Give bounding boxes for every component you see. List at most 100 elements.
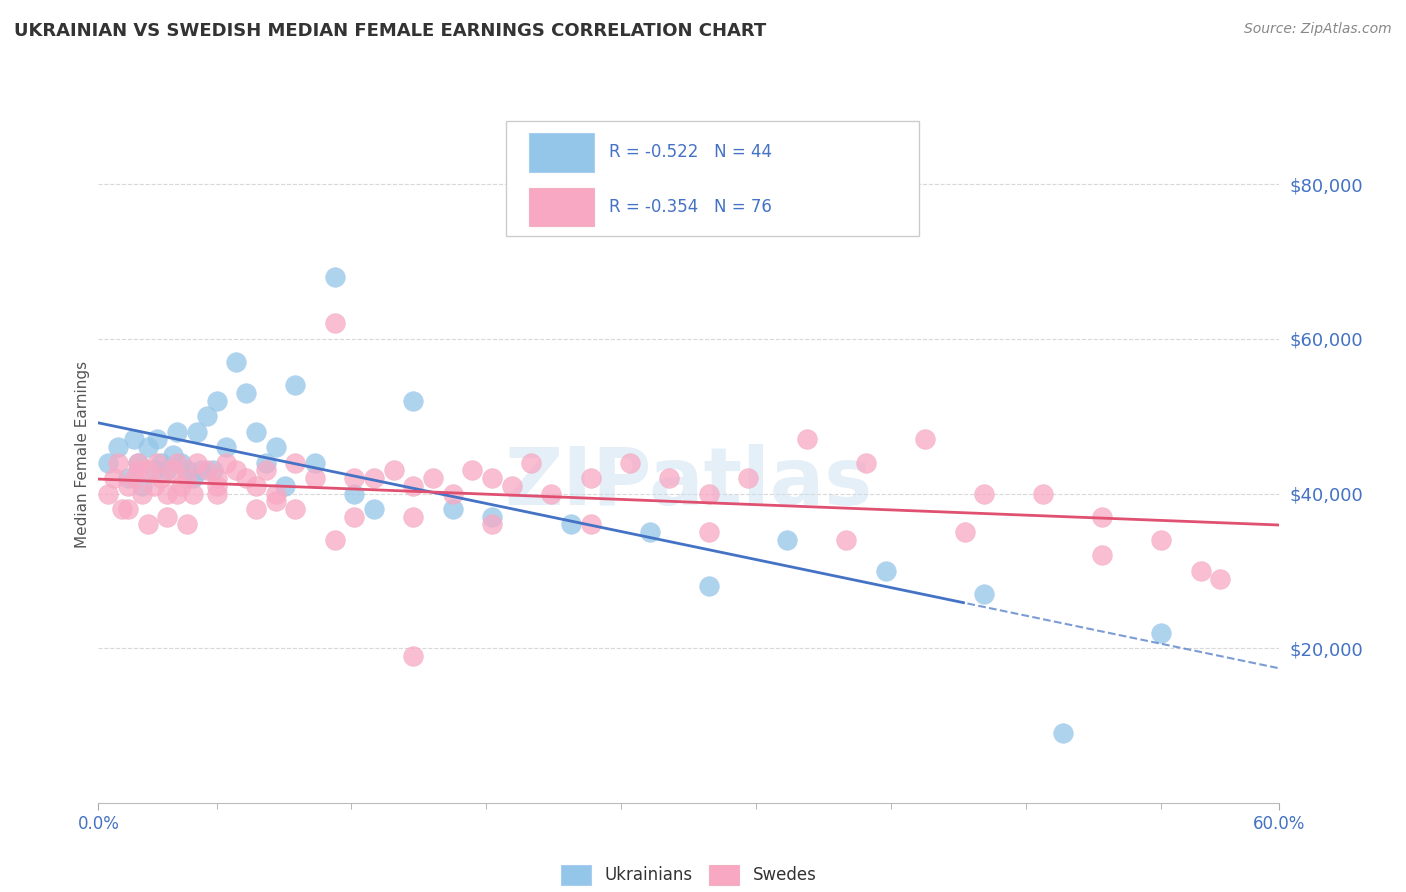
Point [201,463,224,477]
Point [97,486,120,500]
Point [382,463,405,477]
Point [127,456,149,470]
Point [363,502,385,516]
Point [117,502,139,516]
Point [402,648,425,663]
Point [481,517,503,532]
Point [127,456,149,470]
Point [122,433,145,447]
Point [195,463,218,477]
Point [697,525,720,540]
Point [205,393,228,408]
Point [402,479,425,493]
Point [501,479,523,493]
Point [579,517,602,532]
Point [1052,726,1074,740]
Point [1091,549,1114,563]
Point [274,479,297,493]
Point [1032,486,1054,500]
Point [176,463,198,477]
Text: UKRAINIAN VS SWEDISH MEDIAN FEMALE EARNINGS CORRELATION CHART: UKRAINIAN VS SWEDISH MEDIAN FEMALE EARNI… [14,22,766,40]
Point [107,440,129,454]
Point [441,486,464,500]
Point [107,456,129,470]
Point [323,317,346,331]
Point [166,456,188,470]
Point [855,456,877,470]
Point [343,486,366,500]
Point [225,463,247,477]
Point [697,486,720,500]
Point [1150,533,1173,547]
Point [284,378,307,392]
Point [245,479,267,493]
Point [697,579,720,593]
Point [245,502,267,516]
Point [737,471,759,485]
Point [363,471,385,485]
Bar [530,134,595,172]
Point [1091,509,1114,524]
Point [973,587,995,601]
Point [245,425,267,439]
Point [205,486,228,500]
Point [162,463,184,477]
Point [156,509,179,524]
Point [190,463,212,477]
Text: R = -0.354   N = 76: R = -0.354 N = 76 [609,197,772,216]
Point [181,486,204,500]
Point [186,456,208,470]
Point [323,270,346,285]
Text: ZIPatlas: ZIPatlas [505,443,873,522]
Point [323,533,346,547]
Point [117,479,139,493]
FancyBboxPatch shape [506,121,920,235]
Point [638,525,661,540]
Point [441,502,464,516]
Point [136,440,159,454]
Point [166,425,188,439]
Point [131,479,153,493]
Text: Source: ZipAtlas.com: Source: ZipAtlas.com [1244,22,1392,37]
Point [235,471,257,485]
Point [343,471,366,485]
Point [205,479,228,493]
Point [254,456,277,470]
Point [520,456,543,470]
Point [111,502,134,516]
Point [540,486,562,500]
Point [343,509,366,524]
Point [150,456,173,470]
Point [215,456,238,470]
Point [162,448,184,462]
Point [422,471,444,485]
Point [875,564,897,578]
Point [156,463,179,477]
Point [973,486,995,500]
Point [131,486,153,500]
Point [181,471,204,485]
Point [146,456,169,470]
Point [142,479,165,493]
Point [402,509,425,524]
Point [117,471,139,485]
Point [166,486,188,500]
Point [142,463,165,477]
Point [835,533,858,547]
Point [195,409,218,424]
Point [235,386,257,401]
Point [176,517,198,532]
Point [658,471,681,485]
Point [796,433,818,447]
Point [103,471,125,485]
Point [170,479,193,493]
Point [97,456,120,470]
Point [619,456,641,470]
Point [579,471,602,485]
Point [205,471,228,485]
Point [284,502,307,516]
Point [150,471,173,485]
Point [914,433,936,447]
Point [122,471,145,485]
Legend: Ukrainians, Swedes: Ukrainians, Swedes [561,864,817,885]
